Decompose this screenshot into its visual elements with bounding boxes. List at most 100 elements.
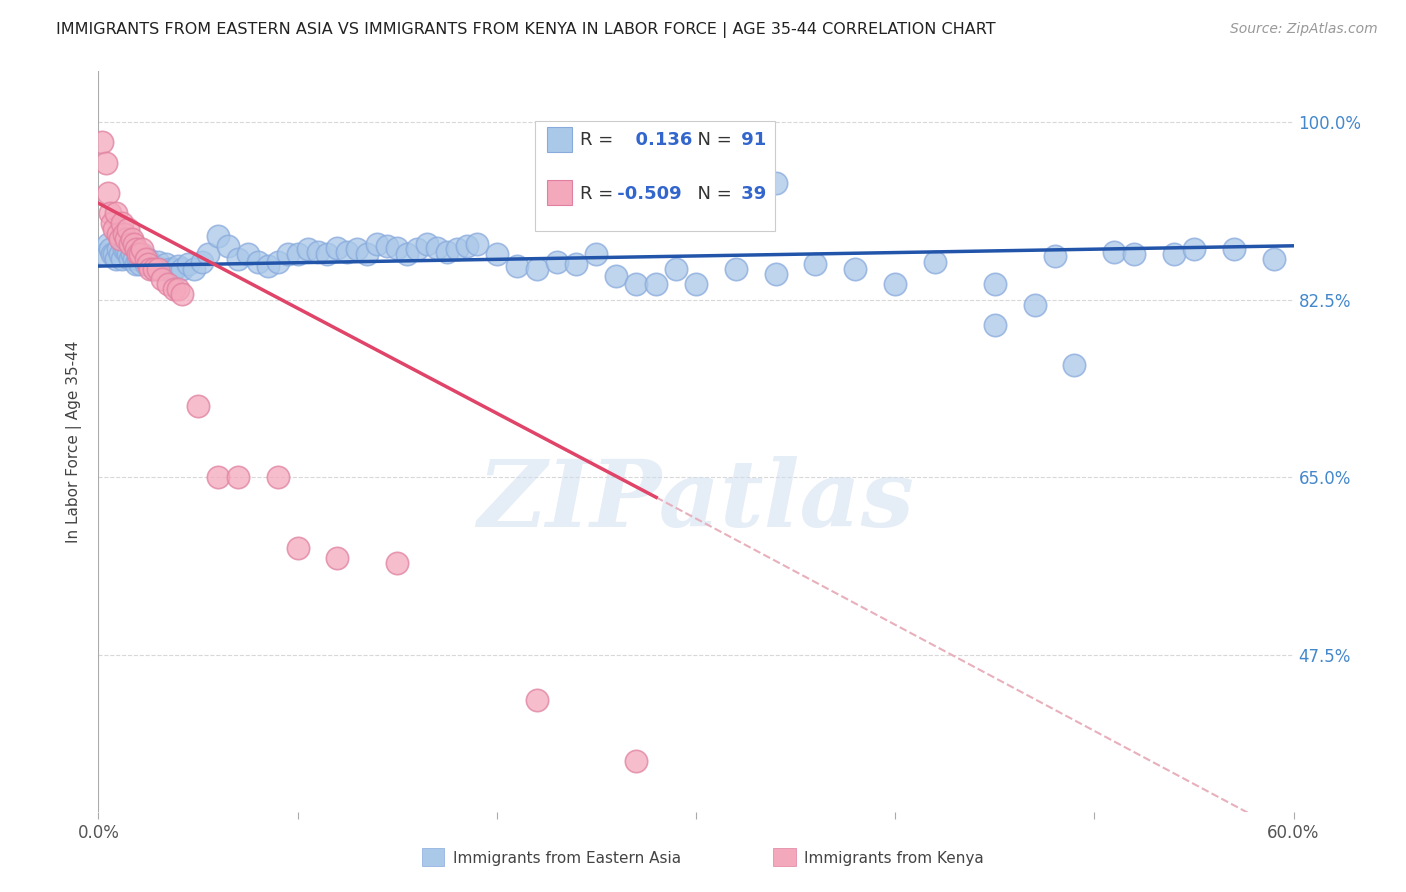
Point (97, 236, 120, 251)
Point (117, 247, 139, 261)
Point (187, 399, 209, 413)
Point (375, 239, 398, 253)
Text: R =: R = (581, 185, 613, 202)
Point (191, 255, 214, 269)
Point (765, 176, 787, 190)
Text: Source: ZipAtlas.com: Source: ZipAtlas.com (1230, 22, 1378, 37)
Point (316, 247, 339, 261)
Point (111, 252, 134, 266)
Point (197, 247, 219, 261)
Point (131, 242, 153, 256)
Point (129, 257, 152, 271)
Point (287, 247, 309, 261)
Point (884, 277, 907, 292)
Point (110, 232, 132, 246)
Text: ZIPatlas: ZIPatlas (478, 456, 914, 546)
Y-axis label: In Labor Force | Age 35-44: In Labor Force | Age 35-44 (66, 341, 83, 542)
Point (107, 227, 129, 241)
Point (385, 241, 409, 255)
Point (159, 262, 181, 277)
Point (1104, 244, 1126, 259)
Point (1223, 242, 1246, 256)
Point (416, 236, 439, 251)
Point (91, 136, 114, 150)
Point (148, 255, 170, 269)
Text: N =: N = (686, 131, 731, 150)
Point (436, 244, 458, 259)
Point (406, 242, 429, 256)
Point (396, 247, 419, 261)
Point (1123, 247, 1146, 261)
Point (297, 242, 319, 256)
Point (155, 257, 177, 271)
Text: R =: R = (581, 131, 613, 150)
Point (135, 257, 157, 271)
Point (984, 318, 1007, 332)
Point (366, 236, 388, 251)
Point (124, 236, 146, 251)
Point (157, 277, 180, 292)
Point (446, 242, 468, 256)
Point (1043, 249, 1066, 263)
Point (127, 252, 149, 266)
Point (177, 257, 200, 271)
Point (665, 262, 688, 277)
Point (143, 262, 166, 277)
Point (526, 262, 548, 277)
Point (207, 228, 229, 243)
Point (96, 155, 118, 169)
Point (426, 241, 449, 255)
Point (97, 186, 120, 200)
Point (326, 551, 349, 566)
Point (645, 277, 668, 292)
Text: 39: 39 (735, 185, 766, 202)
Point (107, 242, 129, 256)
Point (287, 541, 309, 555)
Point (546, 255, 568, 269)
Point (120, 252, 142, 266)
Point (256, 259, 278, 273)
Point (136, 257, 159, 271)
Point (236, 247, 259, 261)
Point (277, 247, 299, 261)
Point (93, 247, 115, 261)
Point (267, 255, 290, 269)
Point (103, 221, 125, 235)
Point (217, 239, 239, 253)
Point (172, 287, 194, 301)
Text: IMMIGRANTS FROM EASTERN ASIA VS IMMIGRANTS FROM KENYA IN LABOR FORCE | AGE 35-44: IMMIGRANTS FROM EASTERN ASIA VS IMMIGRAN… (56, 22, 995, 38)
Point (112, 242, 135, 256)
Point (1163, 247, 1185, 261)
Point (1263, 252, 1285, 266)
Point (207, 470, 229, 484)
Point (111, 217, 134, 231)
Point (565, 257, 588, 271)
Point (804, 257, 827, 271)
Point (1182, 242, 1205, 256)
Point (226, 252, 249, 266)
Point (127, 247, 149, 261)
Point (336, 244, 359, 259)
Point (724, 262, 747, 277)
Point (121, 247, 143, 261)
Point (105, 206, 128, 220)
Point (765, 267, 787, 281)
Point (172, 262, 194, 277)
Text: 91: 91 (735, 131, 766, 150)
Point (163, 282, 186, 296)
Point (346, 242, 368, 256)
Point (924, 255, 946, 269)
Point (117, 221, 139, 235)
Point (120, 236, 142, 251)
Text: Immigrants from Kenya: Immigrants from Kenya (804, 851, 984, 866)
Point (183, 262, 205, 277)
Point (125, 242, 148, 256)
Point (136, 252, 159, 266)
Point (115, 232, 138, 246)
Point (385, 556, 409, 570)
Point (246, 255, 269, 269)
Point (148, 262, 170, 277)
Point (167, 259, 190, 273)
Point (506, 259, 529, 273)
Text: Immigrants from Eastern Asia: Immigrants from Eastern Asia (453, 851, 681, 866)
